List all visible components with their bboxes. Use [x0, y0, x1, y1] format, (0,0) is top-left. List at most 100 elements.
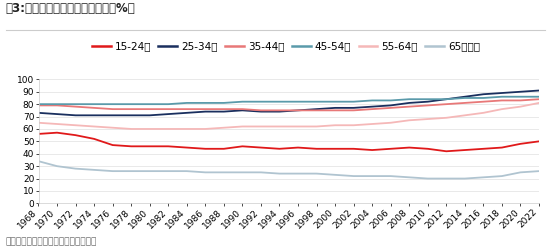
55-64岁	[314, 125, 320, 128]
45-54岁	[146, 103, 153, 106]
15-24岁	[480, 147, 487, 150]
55-64岁	[128, 127, 135, 130]
Text: 数据来源：日本统计局、中信建投证券: 数据来源：日本统计局、中信建投证券	[6, 238, 97, 247]
65岁以上	[221, 171, 227, 174]
35-44岁	[146, 108, 153, 111]
55-64岁	[387, 121, 394, 124]
55-64岁	[239, 125, 246, 128]
15-24岁	[128, 145, 135, 148]
55-64岁	[202, 127, 208, 130]
15-24岁	[35, 132, 42, 135]
Line: 15-24岁: 15-24岁	[39, 133, 539, 151]
65岁以上	[536, 170, 542, 173]
15-24岁	[517, 142, 524, 145]
65岁以上	[517, 171, 524, 174]
55-64岁	[295, 125, 301, 128]
15-24岁	[184, 146, 190, 149]
45-54岁	[517, 95, 524, 98]
35-44岁	[128, 108, 135, 111]
55-64岁	[257, 125, 264, 128]
Legend: 15-24岁, 25-34岁, 35-44岁, 45-54岁, 55-64岁, 65岁以上: 15-24岁, 25-34岁, 35-44岁, 45-54岁, 55-64岁, …	[87, 37, 485, 56]
65岁以上	[461, 177, 468, 180]
15-24岁	[239, 145, 246, 148]
35-44岁	[369, 108, 376, 111]
45-54岁	[165, 103, 172, 106]
15-24岁	[369, 149, 376, 152]
35-44岁	[350, 109, 357, 112]
15-24岁	[314, 147, 320, 150]
25-34岁	[314, 108, 320, 111]
35-44岁	[536, 98, 542, 101]
Line: 25-34岁: 25-34岁	[39, 91, 539, 115]
15-24岁	[295, 146, 301, 149]
25-34岁	[480, 93, 487, 96]
45-54岁	[239, 100, 246, 103]
55-64岁	[332, 124, 338, 127]
25-34岁	[369, 105, 376, 108]
65岁以上	[369, 175, 376, 178]
35-44岁	[387, 106, 394, 109]
55-64岁	[146, 127, 153, 130]
Line: 55-64岁: 55-64岁	[39, 103, 539, 129]
45-54岁	[314, 100, 320, 103]
65岁以上	[314, 172, 320, 175]
45-54岁	[536, 95, 542, 98]
45-54岁	[184, 101, 190, 104]
55-64岁	[369, 123, 376, 125]
35-44岁	[257, 109, 264, 112]
35-44岁	[72, 105, 79, 108]
15-24岁	[387, 147, 394, 150]
Text: 图3:日本不同年龄段劳动参与率（%）: 图3:日本不同年龄段劳动参与率（%）	[6, 2, 135, 15]
15-24岁	[406, 146, 412, 149]
25-34岁	[276, 110, 283, 113]
65岁以上	[499, 175, 505, 178]
55-64岁	[499, 108, 505, 111]
65岁以上	[109, 170, 116, 173]
25-34岁	[461, 95, 468, 98]
15-24岁	[425, 147, 431, 150]
15-24岁	[443, 150, 449, 153]
55-64岁	[165, 127, 172, 130]
15-24岁	[276, 147, 283, 150]
55-64岁	[54, 123, 60, 125]
15-24岁	[109, 144, 116, 147]
25-34岁	[387, 104, 394, 107]
15-24岁	[72, 134, 79, 137]
65岁以上	[480, 176, 487, 179]
45-54岁	[499, 95, 505, 98]
65岁以上	[350, 175, 357, 178]
65岁以上	[295, 172, 301, 175]
45-54岁	[54, 103, 60, 106]
55-64岁	[35, 121, 42, 124]
45-54岁	[461, 96, 468, 99]
45-54岁	[109, 103, 116, 106]
65岁以上	[257, 171, 264, 174]
35-44岁	[443, 103, 449, 106]
45-54岁	[295, 100, 301, 103]
55-64岁	[536, 101, 542, 104]
35-44岁	[295, 109, 301, 112]
35-44岁	[165, 108, 172, 111]
25-34岁	[536, 89, 542, 92]
25-34岁	[257, 110, 264, 113]
15-24岁	[91, 137, 97, 140]
55-64岁	[221, 126, 227, 129]
65岁以上	[425, 177, 431, 180]
35-44岁	[332, 109, 338, 112]
45-54岁	[443, 98, 449, 101]
55-64岁	[72, 124, 79, 127]
35-44岁	[91, 106, 97, 109]
65岁以上	[165, 170, 172, 173]
Line: 35-44岁: 35-44岁	[39, 99, 539, 110]
55-64岁	[350, 124, 357, 127]
25-34岁	[109, 114, 116, 117]
25-34岁	[295, 109, 301, 112]
45-54岁	[425, 98, 431, 101]
45-54岁	[406, 98, 412, 101]
65岁以上	[276, 172, 283, 175]
35-44岁	[425, 104, 431, 107]
25-34岁	[165, 113, 172, 116]
45-54岁	[257, 100, 264, 103]
45-54岁	[350, 100, 357, 103]
65岁以上	[35, 160, 42, 163]
